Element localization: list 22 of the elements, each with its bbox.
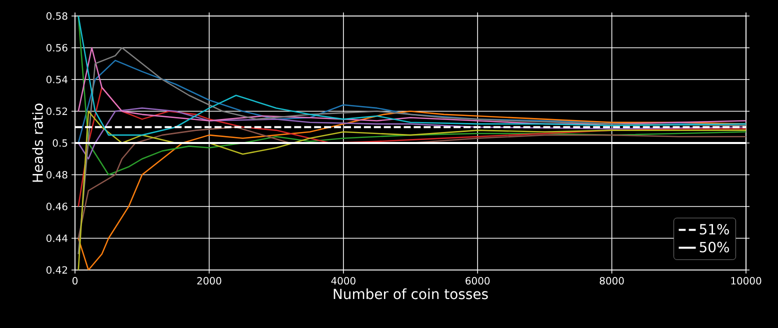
- line-series: [78, 16, 746, 176]
- x-tick-label: 2000: [197, 276, 222, 285]
- x-axis-title: Number of coin tosses: [334, 288, 488, 300]
- y-tick-label: 0.44: [46, 234, 68, 242]
- legend-label: 51%: [700, 224, 729, 235]
- y-tick-label: 0.42: [46, 266, 67, 274]
- legend-label: 50%: [700, 242, 729, 252]
- y-tick-label: 0.52: [46, 107, 67, 116]
- y-tick-label: 0.46: [46, 202, 68, 210]
- y-tick-label: 0.56: [46, 44, 68, 52]
- line-series: [78, 47, 746, 255]
- y-tick-label: 0.48: [46, 170, 68, 179]
- x-tick-label: 4000: [331, 276, 356, 285]
- x-tick-label: 0: [72, 276, 78, 285]
- y-axis-title: Heads ratio: [32, 104, 43, 182]
- x-tick-label: 8000: [600, 276, 624, 285]
- y-tick-label: 0.54: [46, 76, 68, 84]
- y-tick-label: 0.5: [52, 139, 68, 147]
- x-tick-label: 10000: [731, 276, 762, 285]
- line-series: [78, 16, 746, 136]
- x-tick-label: 6000: [466, 276, 490, 285]
- y-tick-label: 0.58: [46, 12, 68, 20]
